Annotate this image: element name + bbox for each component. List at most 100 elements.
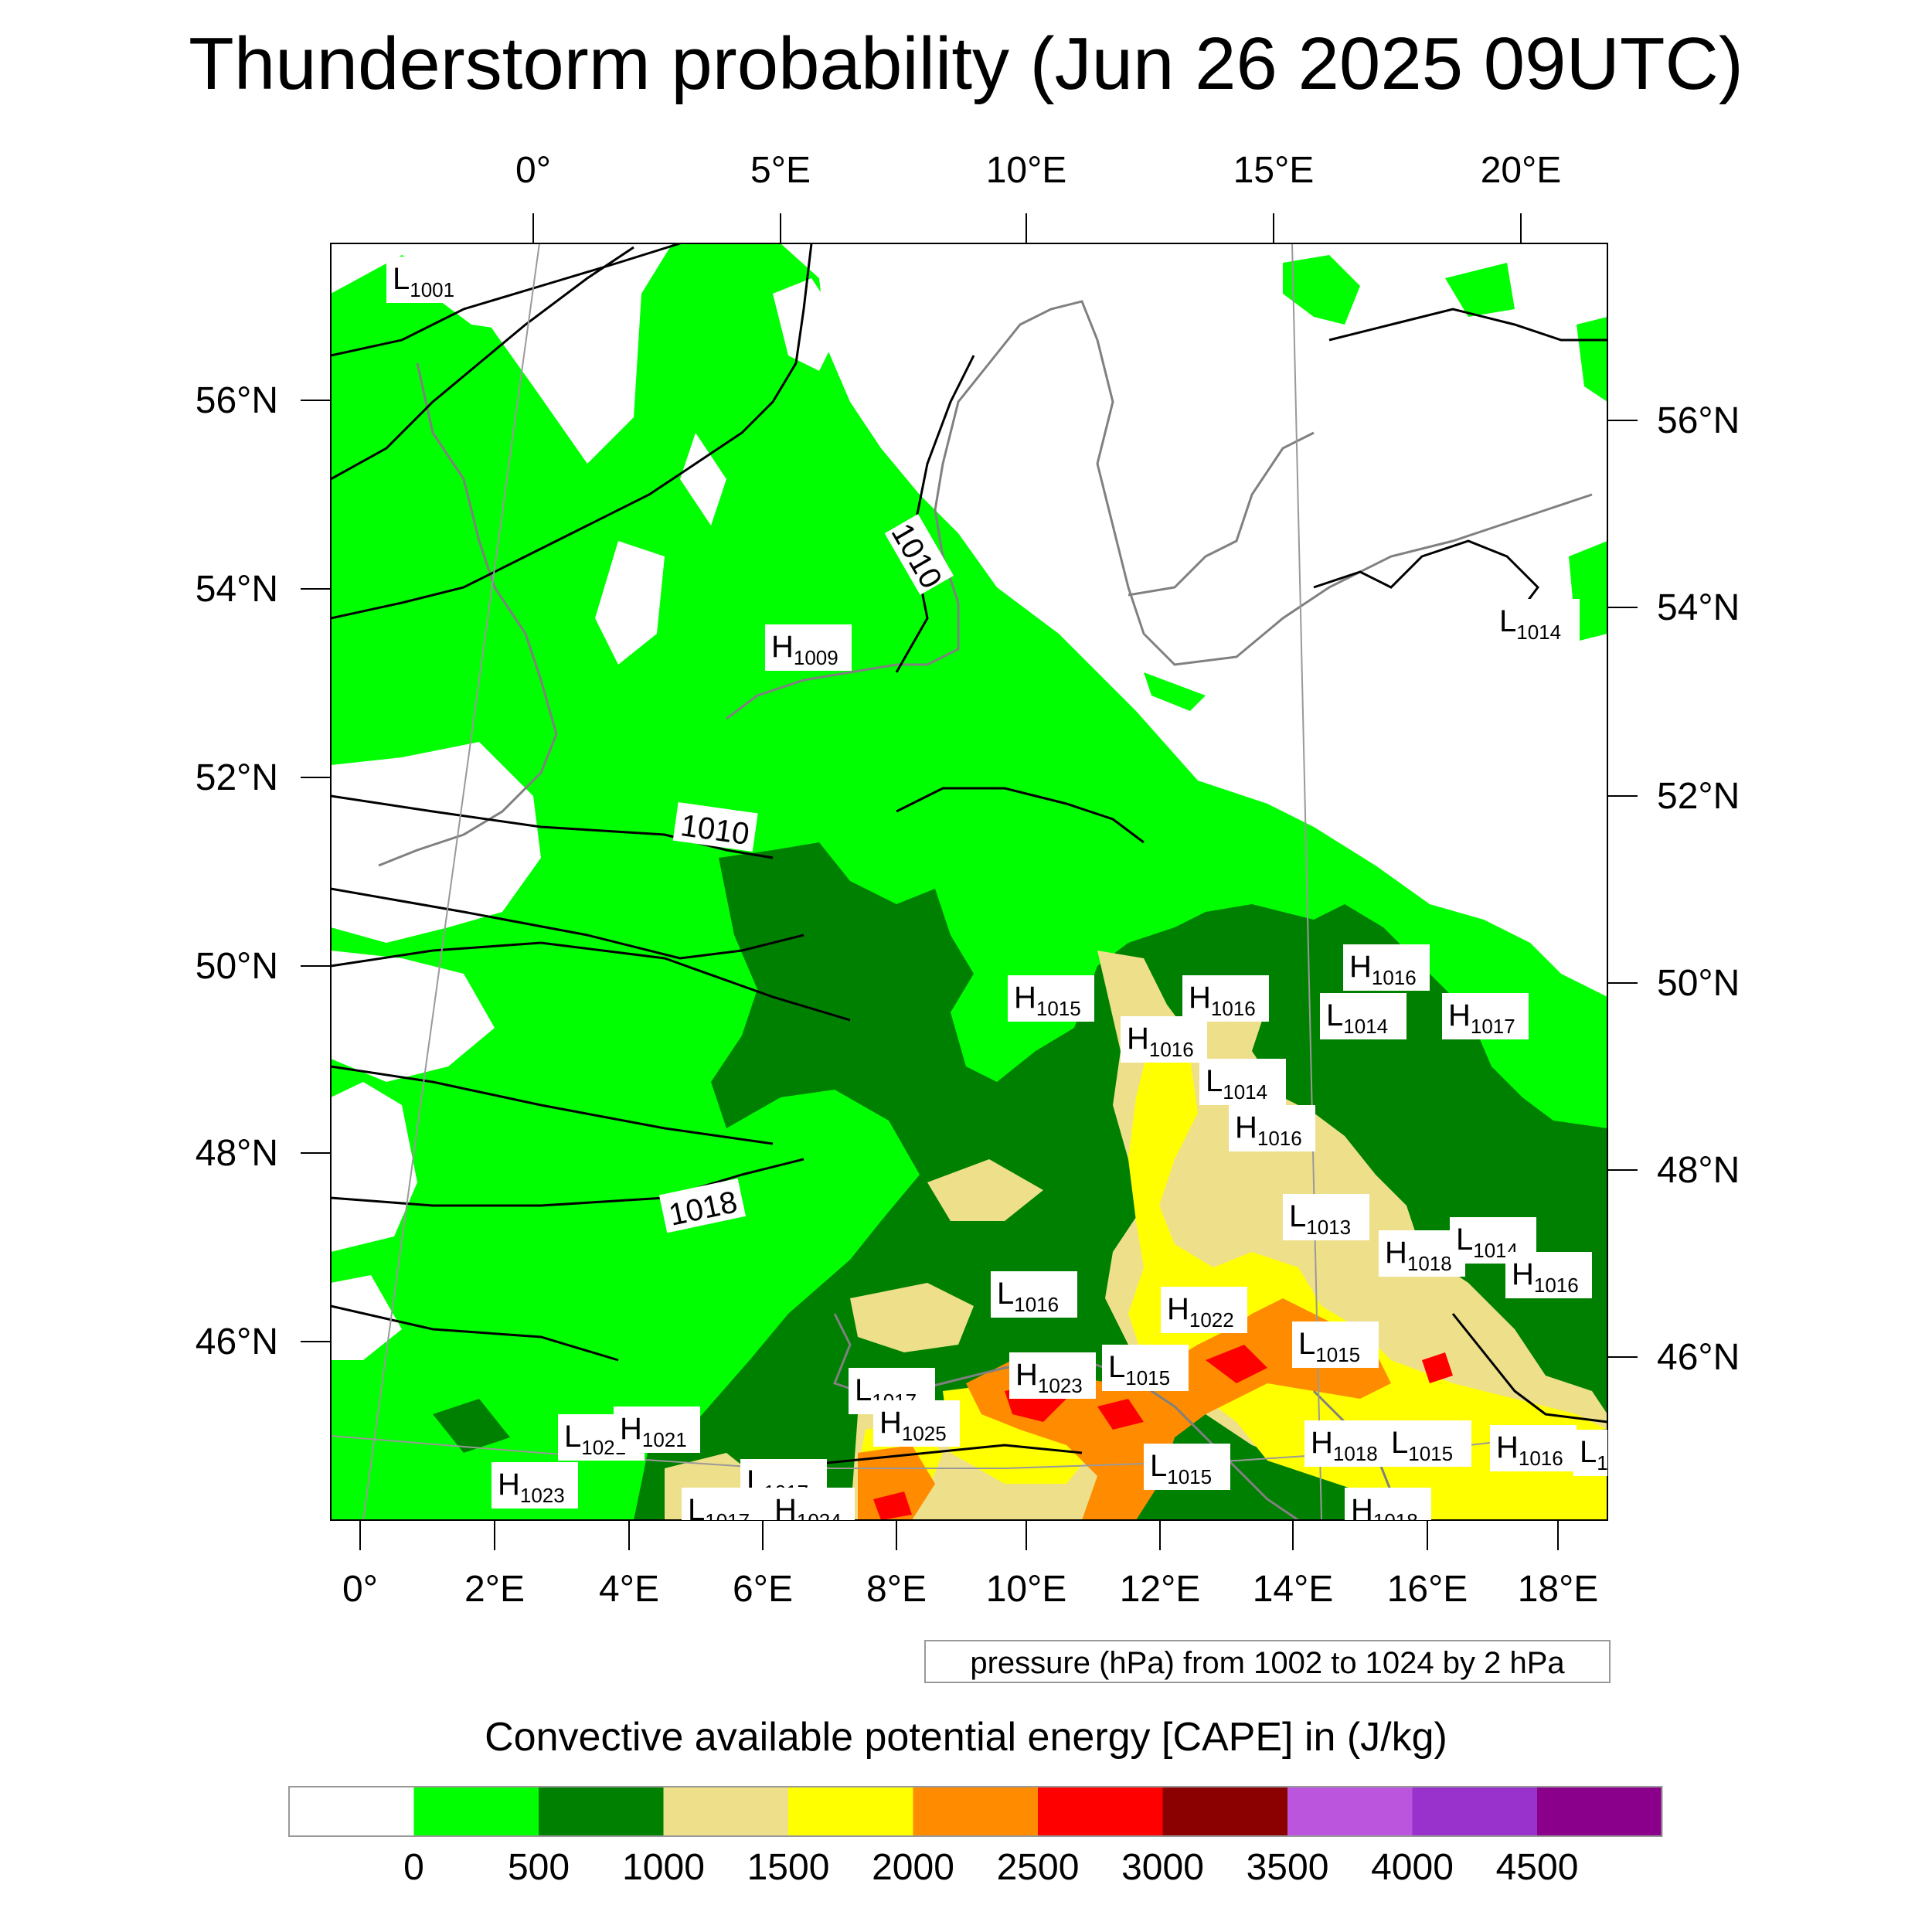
- clear-area-northsea: [433, 247, 842, 665]
- pressure-center-text: H1016: [1235, 1111, 1302, 1150]
- pressure-center-label: H1016: [1182, 975, 1269, 1022]
- pressure-center-text: H1015: [1014, 981, 1081, 1020]
- pressure-center-label: L1016: [1573, 1430, 1641, 1476]
- tick-marks: [301, 213, 1638, 1550]
- pressure-center-label: H1016: [1229, 1105, 1315, 1151]
- right-axis-label: 56°N: [1657, 400, 1740, 441]
- colorbar-swatch: [663, 1787, 788, 1836]
- top-axis-label: 5°E: [750, 150, 811, 191]
- top-axis-label: 0°: [515, 150, 551, 191]
- pressure-center-label: L1015: [1385, 1420, 1471, 1467]
- pressure-center-text: L1015: [1298, 1327, 1360, 1366]
- bottom-axis-label: 12°E: [1120, 1569, 1201, 1610]
- clear-area-channel: [331, 951, 495, 1082]
- bottom-axis-label: 18°E: [1518, 1569, 1599, 1610]
- pressure-center-label: H1023: [1009, 1352, 1096, 1399]
- top-axis-label: 20°E: [1481, 150, 1562, 191]
- pressure-center-label: L1001: [386, 257, 473, 303]
- bottom-axis-label: 16°E: [1387, 1569, 1468, 1610]
- pressure-center-label: L1014: [1493, 599, 1580, 645]
- right-axis-label: 46°N: [1657, 1337, 1740, 1378]
- right-axis-label: 54°N: [1657, 587, 1740, 628]
- colorbar-label: 4500: [1496, 1847, 1579, 1888]
- pressure-center-text: H1016: [1512, 1257, 1579, 1297]
- pressure-center-label: L1014: [1320, 993, 1406, 1039]
- right-axis-labels: 56°N 54°N 52°N 50°N 48°N 46°N: [1657, 400, 1740, 1378]
- pressure-center-label: H1009: [765, 624, 852, 671]
- pressure-center-label: L1013: [1283, 1194, 1369, 1240]
- pressure-center-text: L1017: [688, 1493, 750, 1532]
- pressure-center-label: H1016: [1505, 1252, 1592, 1298]
- pressure-center-label: H1023: [492, 1462, 578, 1509]
- colorbar-swatch: [1038, 1787, 1163, 1836]
- cape-area-1500-2000: [943, 1036, 1607, 1520]
- pressure-center-label: H1016: [1121, 1016, 1207, 1063]
- left-axis-label: 56°N: [196, 380, 278, 421]
- pressure-center-text: H1021: [620, 1412, 687, 1451]
- bottom-axis-label: 0°: [342, 1569, 378, 1610]
- pressure-center-label: H1022: [1161, 1287, 1247, 1333]
- colorbar-swatch: [1162, 1787, 1287, 1836]
- pressure-center-text: H1018: [1351, 1493, 1418, 1532]
- right-axis-label: 48°N: [1657, 1150, 1740, 1191]
- pressure-center-label: L1015: [1102, 1345, 1189, 1391]
- colorbar-frame: [288, 1786, 1663, 1837]
- left-axis-labels: 56°N 54°N 52°N 50°N 48°N 46°N: [196, 380, 278, 1362]
- left-axis-label: 54°N: [196, 569, 278, 610]
- pressure-center-text: H1024: [774, 1493, 842, 1532]
- pressure-center-text: H1016: [1189, 981, 1256, 1020]
- pressure-center-text: L1014: [1206, 1064, 1267, 1104]
- left-axis-label: 52°N: [196, 757, 278, 798]
- bottom-axis-label: 10°E: [986, 1569, 1067, 1610]
- pressure-center-text: L1015: [1150, 1449, 1212, 1488]
- cape-area-0-500-north: [331, 340, 433, 533]
- clear-area-west: [331, 1082, 417, 1360]
- colorbar-label: 0: [403, 1847, 424, 1888]
- colorbar-label: 3500: [1247, 1847, 1329, 1888]
- pressure-center-label: L1014: [1199, 1059, 1286, 1105]
- right-axis-label: 52°N: [1657, 776, 1740, 817]
- pressure-center-text: L1014: [1326, 998, 1388, 1038]
- left-axis-label: 48°N: [196, 1133, 278, 1174]
- clear-area-uk: [331, 742, 541, 943]
- colorbar: 0 500 1000 1500 2000 2500 3000 3500 4000 4500: [288, 1786, 1663, 1888]
- pressure-center-label: H1016: [1343, 944, 1430, 991]
- contour-note: pressure (hPa) from 1002 to 1024 by 2 hP…: [924, 1640, 1611, 1683]
- colorbar-swatch: [913, 1787, 1038, 1836]
- pressure-center-text: H1009: [771, 630, 838, 669]
- chart-title: Thunderstorm probability (Jun 26 2025 09…: [189, 22, 1743, 105]
- cape-area-500-1000-bottom: [433, 1399, 719, 1520]
- pressure-center-text: H1018: [1385, 1236, 1452, 1275]
- colorbar-label: 2000: [872, 1847, 954, 1888]
- pressure-center-label: H1024: [768, 1488, 855, 1532]
- pressure-center-label: L1017: [682, 1488, 768, 1532]
- pressure-center-text: L1016: [997, 1277, 1059, 1316]
- left-axis-label: 46°N: [196, 1321, 278, 1362]
- colorbar-swatch: [1287, 1787, 1413, 1836]
- bottom-axis-labels: 0° 2°E 4°E 6°E 8°E 10°E 12°E 14°E 16°E 1…: [342, 1569, 1598, 1610]
- pressure-center-text: H1018: [1311, 1426, 1378, 1465]
- top-axis-labels: 0° 5°E 10°E 15°E 20°E: [515, 150, 1561, 191]
- pressure-center-label: H1015: [1008, 975, 1094, 1022]
- top-axis-label: 15°E: [1233, 150, 1315, 191]
- pressure-center-text: L1015: [1108, 1350, 1170, 1389]
- colorbar-title: Convective available potential energy [C…: [485, 1715, 1447, 1760]
- pressure-center-text: H1016: [1496, 1430, 1563, 1470]
- pressure-center-label: H1016: [1490, 1425, 1577, 1471]
- colorbar-label: 2500: [997, 1847, 1080, 1888]
- colorbar-label: 4000: [1371, 1847, 1454, 1888]
- colorbar-swatch: [413, 1787, 539, 1836]
- pressure-center-text: H1022: [1167, 1292, 1234, 1332]
- pressure-centers: L1001 H1009 L1014 H1016 H1015 H1016 L1014 H1017…: [386, 257, 1641, 1532]
- pressure-center-text: L1013: [1289, 1199, 1351, 1239]
- colorbar-swatch: [539, 1787, 664, 1836]
- pressure-center-text: L1016: [1580, 1435, 1641, 1475]
- left-axis-label: 50°N: [196, 946, 278, 987]
- contour-labels: 1010 1010 1018: [658, 514, 954, 1233]
- colorbar-label: 500: [508, 1847, 570, 1888]
- pressure-center-label: H1021: [614, 1406, 700, 1453]
- map-frame: [330, 243, 1608, 1521]
- bottom-axis-label: 6°E: [733, 1569, 793, 1610]
- right-axis-label: 50°N: [1657, 963, 1740, 1004]
